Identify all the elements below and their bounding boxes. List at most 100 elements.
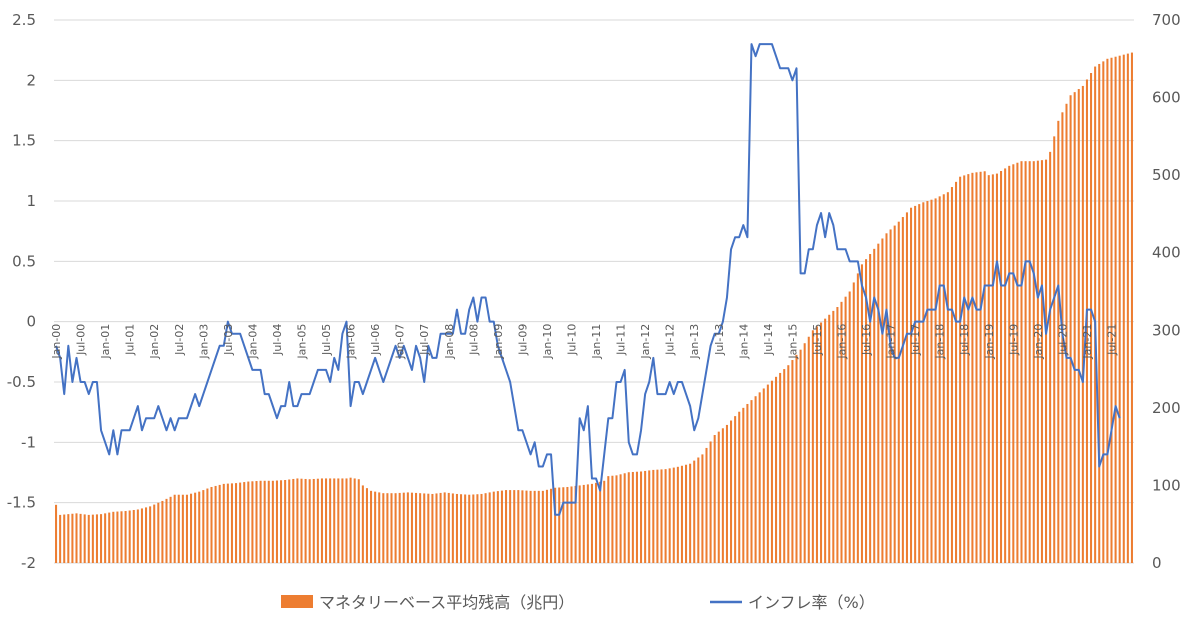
- x-tick-label: Jul-06: [369, 324, 382, 356]
- bar: [721, 428, 724, 563]
- bar: [1114, 56, 1117, 564]
- bar: [394, 493, 397, 563]
- x-tick-label: Jul-08: [467, 324, 480, 356]
- bar: [570, 486, 573, 563]
- bar: [873, 248, 876, 564]
- bar: [758, 392, 761, 563]
- x-tick-label: Jan-03: [197, 324, 210, 360]
- bar: [415, 492, 418, 563]
- bar: [590, 483, 593, 563]
- bar: [255, 481, 258, 563]
- bar: [71, 513, 74, 563]
- bar: [693, 460, 696, 563]
- x-tick-label: Jan-12: [639, 324, 652, 360]
- bar: [930, 199, 933, 563]
- x-tick-label: Jul-13: [713, 324, 726, 356]
- bar: [312, 478, 315, 563]
- bar: [1069, 95, 1072, 563]
- bar: [308, 479, 311, 563]
- y-left-tick-label: 2: [26, 71, 36, 89]
- bar: [689, 463, 692, 563]
- bar: [979, 171, 982, 563]
- bar: [1049, 151, 1052, 563]
- bar: [488, 492, 491, 563]
- x-axis: Jan-00 Jul-00 Jan-01 Jul-01 Jan-02 Jul-02 Jan-…: [50, 324, 1118, 360]
- bar: [717, 431, 720, 563]
- bar: [1065, 103, 1068, 563]
- bar: [206, 488, 209, 563]
- bar: [124, 511, 127, 563]
- bar: [1024, 161, 1027, 563]
- y-left-tick-label: -1: [21, 433, 36, 451]
- bar: [725, 424, 728, 563]
- bar: [292, 478, 295, 563]
- bar: [476, 494, 479, 563]
- bar: [100, 514, 103, 563]
- bar: [263, 480, 266, 563]
- bar: [165, 498, 168, 563]
- bar: [983, 171, 986, 563]
- bar: [1130, 52, 1133, 563]
- bar: [1073, 92, 1076, 564]
- y-left-tick-label: 1: [26, 192, 36, 210]
- bar: [1040, 160, 1043, 563]
- bar: [946, 192, 949, 564]
- bar: [370, 490, 373, 563]
- bar: [832, 310, 835, 563]
- bar: [955, 181, 958, 563]
- bar: [136, 509, 139, 563]
- bar: [492, 491, 495, 563]
- bar: [734, 416, 737, 563]
- bar: [995, 173, 998, 563]
- x-tick-label: Jan-21: [1081, 324, 1094, 360]
- bar: [640, 471, 643, 563]
- bar: [398, 492, 401, 563]
- bar: [1020, 161, 1023, 563]
- bar: [1098, 63, 1101, 563]
- x-tick-label: Jul-11: [615, 324, 628, 356]
- bar: [480, 493, 483, 563]
- bar: [361, 485, 364, 563]
- x-tick-label: Jan-18: [934, 324, 947, 360]
- y-right-tick-label: 0: [1152, 554, 1162, 572]
- x-tick-label: Jan-01: [99, 324, 112, 360]
- bar: [959, 176, 962, 564]
- x-tick-label: Jul-15: [811, 324, 824, 356]
- bar: [460, 494, 463, 563]
- bar: [770, 380, 773, 563]
- bar: [500, 490, 503, 563]
- y-left-tick-label: 0.5: [12, 252, 36, 270]
- bar: [120, 511, 123, 563]
- bar: [668, 468, 671, 563]
- bar: [672, 467, 675, 563]
- bar: [566, 486, 569, 563]
- x-tick-label: Jul-09: [516, 324, 529, 356]
- bar: [1032, 161, 1035, 563]
- bar: [353, 478, 356, 563]
- y-left-tick-label: 1.5: [12, 132, 36, 150]
- bar: [468, 494, 471, 563]
- bar: [239, 482, 242, 563]
- x-tick-label: Jul-20: [1056, 324, 1069, 356]
- bar: [226, 483, 229, 563]
- bar: [247, 481, 250, 563]
- x-tick-label: Jul-19: [1007, 324, 1020, 356]
- bar: [1028, 161, 1031, 563]
- bar: [914, 205, 917, 564]
- x-tick-label: Jan-02: [148, 324, 161, 360]
- bar: [754, 396, 757, 563]
- y-left-tick-label: -2: [21, 554, 36, 572]
- bar: [836, 307, 839, 563]
- bar: [431, 493, 434, 563]
- bar: [325, 478, 328, 563]
- bar: [926, 201, 929, 563]
- bar: [116, 511, 119, 563]
- bar: [275, 480, 278, 563]
- bar: [243, 482, 246, 563]
- bar: [750, 400, 753, 563]
- bar: [1126, 53, 1129, 563]
- bar: [648, 470, 651, 563]
- bar: [1016, 162, 1019, 563]
